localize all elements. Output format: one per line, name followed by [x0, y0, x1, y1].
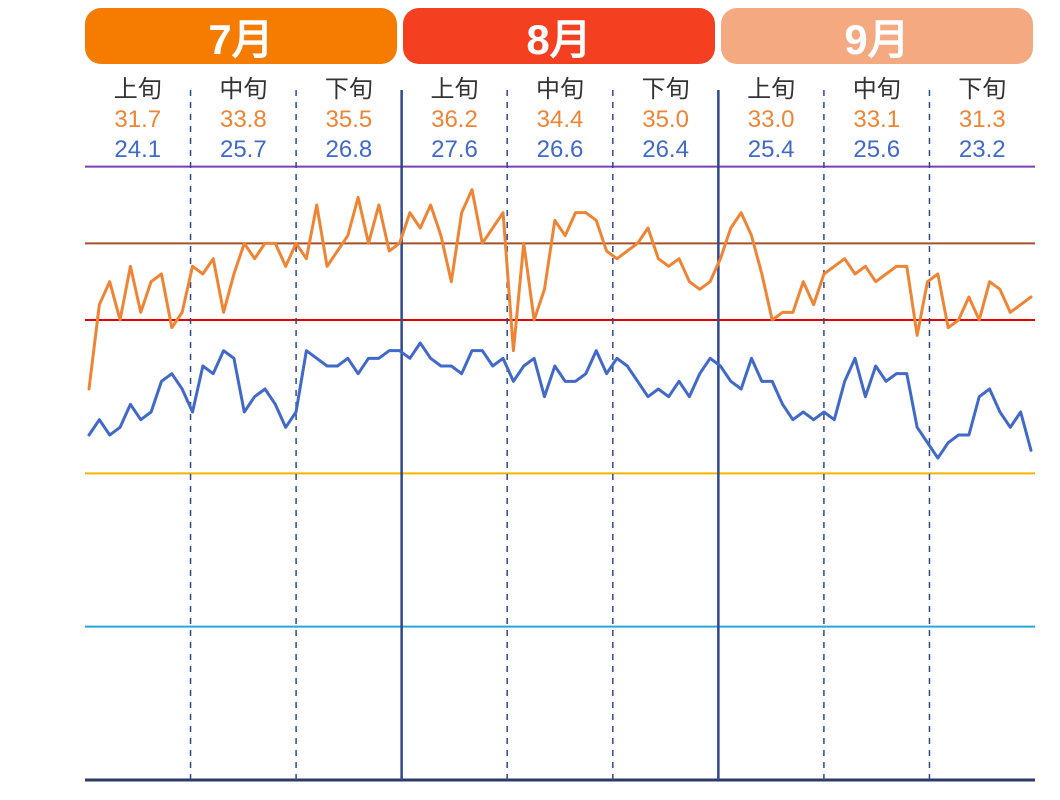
- plot-svg: [0, 0, 1060, 800]
- temperature-chart: 7月 8月 9月 上旬 31.7 24.1 中旬 33.8 25.7 下旬 35…: [0, 0, 1060, 800]
